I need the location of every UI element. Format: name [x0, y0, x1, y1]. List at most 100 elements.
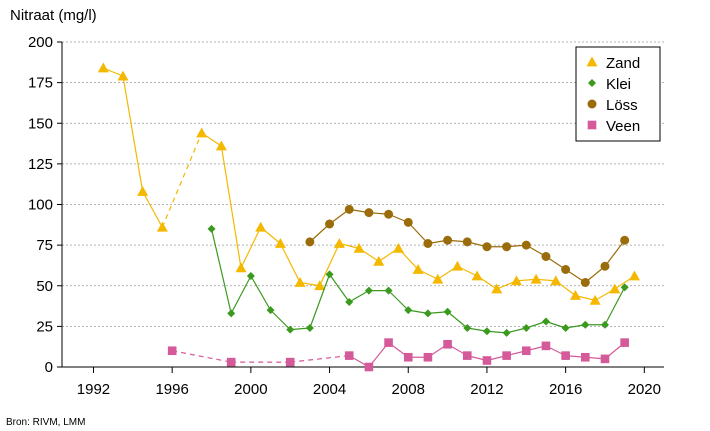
data-point [353, 242, 365, 253]
series-line-segment [210, 228, 232, 314]
data-point [482, 242, 492, 252]
data-point [227, 309, 236, 318]
y-tick-label: 150 [28, 115, 53, 132]
data-point [471, 270, 483, 281]
legend-entry: Veen [587, 118, 640, 135]
data-point [117, 70, 129, 81]
data-point [589, 294, 601, 305]
data-point [462, 351, 472, 360]
data-point [207, 224, 216, 233]
data-point [226, 357, 236, 367]
data-point [432, 273, 444, 284]
y-tick-label: 175 [28, 75, 53, 92]
data-point [482, 356, 492, 365]
y-tick-label: 50 [36, 278, 53, 295]
data-point [561, 265, 571, 274]
series-line-segment [240, 226, 262, 269]
data-point [443, 307, 452, 316]
legend-entry: Zand [586, 55, 640, 72]
legend-label: Klei [606, 76, 631, 93]
axes: 0 25 50 75 100 125 150 175 200 1992 1996 2000 2004 20… [28, 34, 664, 398]
data-point [314, 280, 326, 291]
series-line-segment [506, 327, 527, 334]
data-point [521, 346, 531, 356]
series-line-segment [161, 132, 203, 228]
series-line-segment [348, 290, 370, 303]
x-tick-label: 2016 [549, 381, 582, 398]
series-zand [97, 62, 640, 305]
data-point [286, 325, 295, 334]
data-point [423, 309, 432, 318]
data-point [344, 351, 354, 360]
series-line-segment [230, 275, 252, 314]
data-point [196, 127, 208, 138]
legend-label: Veen [606, 118, 640, 135]
series-line-segment [250, 275, 272, 311]
legend-marker [587, 99, 597, 109]
data-point [294, 277, 306, 287]
data-point [305, 324, 314, 332]
series-line-segment [329, 274, 350, 303]
data-point [561, 351, 570, 360]
legend-label: Zand [606, 55, 640, 72]
data-point [97, 62, 109, 73]
data-point [521, 240, 531, 250]
data-point [384, 286, 393, 295]
data-point [325, 270, 334, 279]
data-point [561, 324, 570, 332]
series-line-segment [220, 145, 242, 268]
series-line-segment [536, 278, 556, 282]
x-tick-label: 1996 [155, 381, 188, 398]
series-klei [207, 224, 629, 337]
data-point [403, 352, 413, 362]
data-point [443, 235, 453, 245]
y-tick-label: 125 [28, 156, 53, 173]
data-point [462, 237, 472, 247]
data-point [502, 242, 512, 252]
legend-marker [586, 56, 598, 67]
data-point [541, 252, 551, 261]
data-point [482, 327, 491, 336]
data-point [502, 328, 511, 337]
data-point [620, 235, 630, 245]
data-point [628, 270, 640, 281]
data-point [581, 352, 590, 362]
data-point [403, 217, 413, 227]
data-point [569, 290, 581, 300]
data-point [274, 238, 286, 248]
legend-marker [588, 79, 596, 87]
data-point [392, 242, 404, 253]
x-tick-label: 2008 [392, 381, 425, 398]
data-point [609, 283, 621, 294]
series-line-segment [388, 290, 409, 311]
series-line-segment [290, 355, 350, 363]
series-löss [305, 204, 630, 287]
data-point [255, 221, 267, 232]
x-tick-label: 2000 [234, 381, 267, 398]
source-note: Bron: RIVM, LMM [6, 417, 85, 428]
data-point [344, 204, 354, 214]
data-point [167, 346, 177, 356]
x-tick-label: 2004 [313, 381, 346, 398]
data-point [364, 362, 374, 372]
data-point [235, 262, 247, 273]
data-point [550, 275, 562, 286]
data-point [581, 320, 590, 329]
series-veen [167, 338, 629, 372]
data-point [412, 264, 424, 274]
series-line-segment [447, 311, 468, 329]
data-point [215, 140, 227, 151]
series-line-segment [407, 221, 429, 244]
data-point [384, 209, 394, 219]
data-point [541, 317, 550, 326]
series-line-segment [516, 278, 537, 282]
series-line-segment [319, 243, 340, 287]
series-line-segment [604, 287, 626, 326]
y-tick-label: 100 [28, 197, 53, 214]
data-point [333, 238, 345, 248]
data-point [345, 298, 354, 306]
data-point [423, 239, 433, 248]
data-point [423, 352, 433, 362]
series-line-segment [122, 76, 144, 192]
